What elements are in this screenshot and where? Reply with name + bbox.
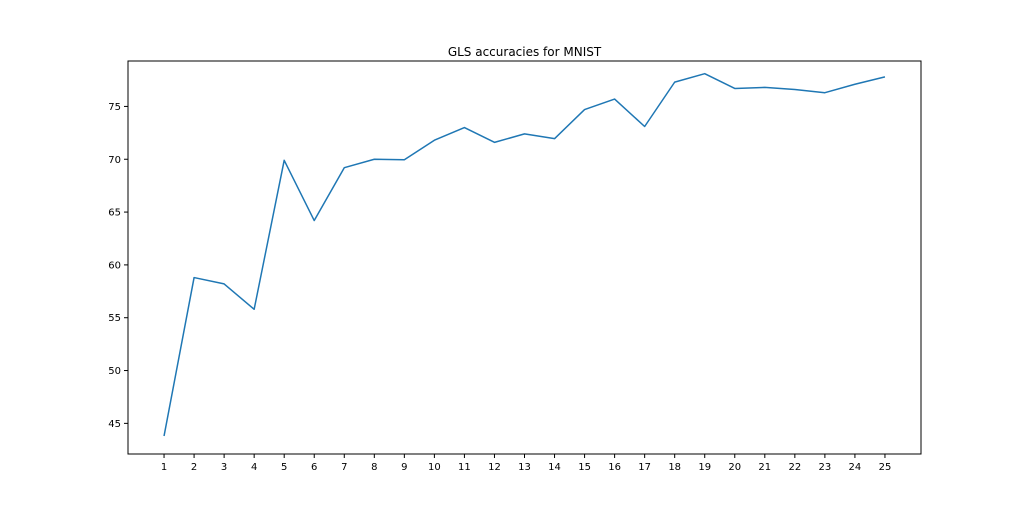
series-layer xyxy=(163,72,886,437)
x-tick-label: 5 xyxy=(281,462,287,473)
y-tick-label: 75 xyxy=(108,102,121,113)
x-axis: 1 2 3 4 5 6 7 8 9 10 11 12 13 14 15 16 17 18 19 20 21 22 23 24 2… xyxy=(161,454,891,473)
y-tick-label: 60 xyxy=(108,260,121,271)
x-tick-label: 1 xyxy=(161,462,167,473)
x-tick-label: 12 xyxy=(488,462,501,473)
y-tick-label: 50 xyxy=(108,366,121,377)
x-tick-label: 20 xyxy=(728,462,741,473)
x-tick-label: 6 xyxy=(311,462,317,473)
x-tick-label: 17 xyxy=(638,462,651,473)
x-tick-label: 11 xyxy=(458,462,471,473)
x-tick-label: 25 xyxy=(879,462,892,473)
x-tick-label: 18 xyxy=(668,462,681,473)
x-tick-label: 16 xyxy=(608,462,621,473)
x-tick-label: 21 xyxy=(758,462,771,473)
x-tick-label: 2 xyxy=(191,462,197,473)
y-axis: 45 50 55 60 65 70 75 xyxy=(108,102,128,430)
plot-frame xyxy=(127,60,922,455)
x-tick-label: 24 xyxy=(849,462,862,473)
x-tick-label: 7 xyxy=(341,462,347,473)
y-tick-label: 55 xyxy=(108,313,121,324)
x-tick-label: 13 xyxy=(518,462,531,473)
y-tick-label: 70 xyxy=(108,155,121,166)
x-tick-label: 8 xyxy=(371,462,377,473)
x-tick-label: 22 xyxy=(788,462,801,473)
x-tick-label: 23 xyxy=(819,462,832,473)
x-tick-label: 10 xyxy=(428,462,441,473)
y-tick-label: 65 xyxy=(108,208,121,219)
x-tick-label: 9 xyxy=(401,462,407,473)
x-tick-label: 19 xyxy=(698,462,711,473)
x-tick-label: 4 xyxy=(251,462,257,473)
chart-title: GLS accuracies for MNIST xyxy=(448,45,602,59)
x-tick-label: 15 xyxy=(578,462,591,473)
y-tick-label: 45 xyxy=(108,419,121,430)
series-line xyxy=(163,72,886,437)
x-tick-label: 3 xyxy=(221,462,227,473)
x-tick-label: 14 xyxy=(548,462,561,473)
